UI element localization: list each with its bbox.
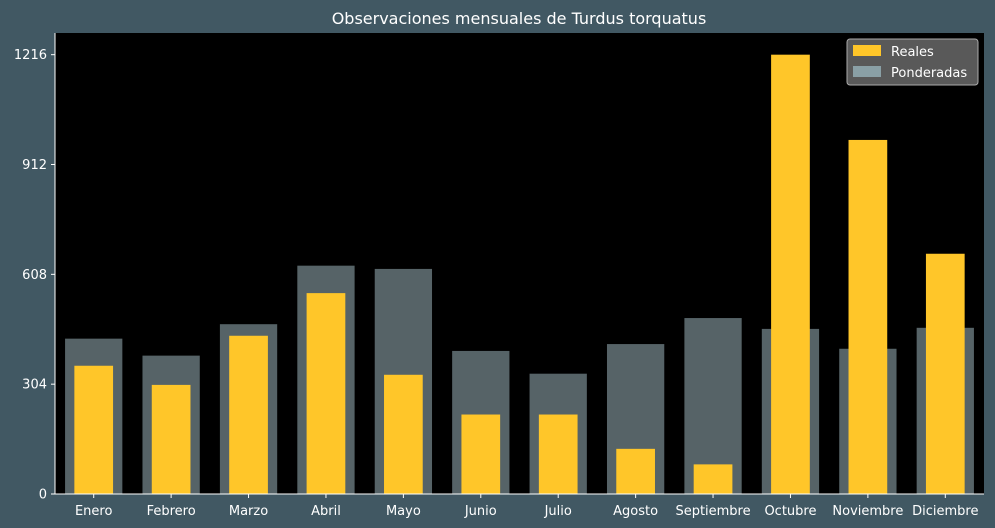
x-tick-label: Noviembre	[832, 504, 903, 519]
legend-label-ponderadas: Ponderadas	[891, 66, 967, 81]
x-tick-label: Julio	[544, 504, 572, 519]
x-tick-label: Diciembre	[912, 504, 978, 519]
axes	[54, 33, 984, 495]
y-tick-label: 304	[22, 378, 47, 393]
bar-reales-noviembre	[848, 139, 888, 495]
bar-reales-febrero	[151, 384, 191, 494]
bar-reales-diciembre	[925, 253, 965, 494]
bar-reales-junio	[461, 414, 501, 494]
legend-swatch-ponderadas	[853, 66, 881, 77]
bar-reales-septiembre	[693, 464, 733, 494]
y-tick-label: 912	[22, 158, 47, 173]
x-tick-label: Marzo	[229, 504, 268, 519]
bar-reales-enero	[74, 365, 114, 494]
x-tick-label: Mayo	[386, 504, 421, 519]
chart-title: Observaciones mensuales de Turdus torqua…	[332, 9, 707, 28]
x-tick-label: Febrero	[147, 504, 196, 519]
legend-label-reales: Reales	[891, 45, 934, 60]
bar-reales-agosto	[616, 448, 655, 494]
x-tick-label: Septiembre	[675, 504, 750, 519]
y-axis: 0 304 608 912 1216	[14, 48, 55, 503]
x-tick-label: Junio	[464, 504, 497, 519]
legend-swatch-reales	[853, 45, 881, 56]
x-tick-label: Octubre	[764, 504, 816, 519]
plot-area	[55, 33, 984, 494]
bar-reales-abril	[306, 293, 346, 494]
y-tick-label: 1216	[14, 48, 47, 63]
y-tick-label: 608	[22, 268, 47, 283]
x-tick-label: Agosto	[613, 504, 658, 519]
y-tick-label: 0	[39, 488, 47, 503]
bar-reales-marzo	[229, 335, 268, 494]
x-tick-label: Enero	[75, 504, 113, 519]
legend: Reales Ponderadas	[846, 38, 979, 86]
x-tick-label: Abril	[311, 504, 341, 519]
bar-reales-octubre	[771, 54, 810, 494]
x-axis: Enero Febrero Marzo Abril Mayo Junio Julio Agos…	[75, 494, 978, 519]
series-reales-bars	[74, 54, 965, 495]
bar-reales-mayo	[384, 374, 423, 494]
bar-reales-julio	[538, 414, 578, 494]
